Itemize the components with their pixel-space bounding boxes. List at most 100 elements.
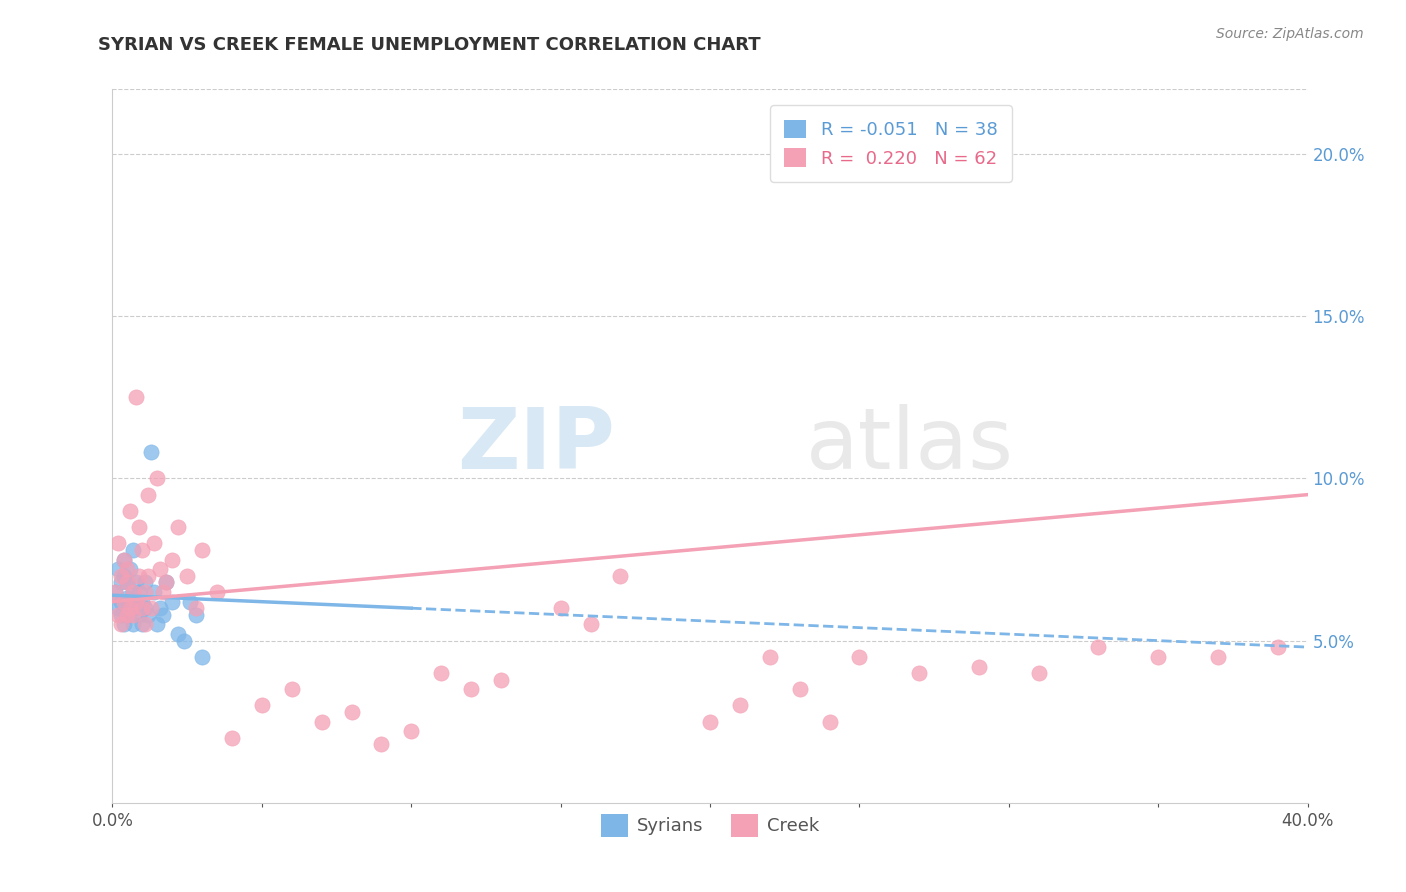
Point (759, 649, 782, 664)
Point (489, 673, 512, 687)
Point (460, 682, 482, 697)
Point (131, 601, 153, 615)
Point (848, 649, 870, 664)
Point (114, 552, 135, 566)
Point (370, 738, 392, 752)
Point (128, 520, 150, 534)
Point (120, 601, 142, 615)
Point (173, 633, 195, 648)
Point (125, 601, 148, 615)
Point (146, 471, 169, 485)
Point (128, 607, 150, 622)
Point (107, 607, 129, 622)
Point (967, 659, 990, 673)
Point (191, 542, 214, 557)
Point (699, 714, 721, 729)
Point (789, 682, 811, 697)
Point (1147, 649, 1170, 664)
Text: atlas: atlas (806, 404, 1014, 488)
Point (110, 607, 132, 622)
Point (117, 562, 139, 576)
Point (117, 575, 139, 590)
Point (138, 568, 160, 582)
Point (131, 617, 153, 632)
Point (579, 617, 602, 632)
Text: Source: ZipAtlas.com: Source: ZipAtlas.com (1216, 27, 1364, 41)
Point (125, 390, 148, 404)
Point (120, 601, 142, 615)
Point (122, 542, 145, 557)
Point (110, 595, 132, 609)
Point (1028, 666, 1050, 681)
Point (311, 714, 333, 729)
Point (138, 607, 160, 622)
Legend: Syrians, Creek: Syrians, Creek (593, 807, 827, 844)
Y-axis label: Female Unemployment: Female Unemployment (0, 350, 8, 542)
Point (141, 445, 163, 459)
Point (167, 520, 190, 534)
Point (104, 585, 127, 599)
Point (104, 585, 127, 599)
Point (1267, 640, 1289, 654)
Point (186, 607, 208, 622)
Point (107, 601, 129, 615)
Point (125, 575, 148, 590)
Point (128, 568, 150, 582)
Point (728, 698, 751, 713)
Point (162, 552, 183, 566)
Point (908, 666, 931, 681)
Point (1087, 640, 1109, 654)
Point (114, 568, 135, 582)
Text: ZIP: ZIP (457, 404, 614, 488)
Point (155, 575, 177, 590)
Point (340, 705, 363, 719)
Point (134, 601, 156, 615)
Point (162, 595, 183, 609)
Point (114, 552, 135, 566)
Point (125, 595, 148, 609)
Point (117, 607, 139, 622)
Point (117, 607, 139, 622)
Point (146, 617, 169, 632)
Point (179, 595, 201, 609)
Point (818, 714, 841, 729)
Point (550, 601, 572, 615)
Text: SYRIAN VS CREEK FEMALE UNEMPLOYMENT CORRELATION CHART: SYRIAN VS CREEK FEMALE UNEMPLOYMENT CORR… (98, 36, 761, 54)
Point (122, 607, 145, 622)
Point (110, 568, 132, 582)
Point (152, 585, 174, 599)
Point (110, 575, 132, 590)
Point (107, 562, 129, 576)
Point (114, 595, 135, 609)
Point (250, 698, 273, 713)
Point (191, 649, 214, 664)
Point (120, 504, 142, 518)
Point (176, 568, 198, 582)
Point (167, 627, 190, 641)
Point (609, 568, 631, 582)
Point (128, 585, 150, 599)
Point (114, 617, 135, 632)
Point (122, 585, 145, 599)
Point (152, 607, 174, 622)
Point (141, 601, 163, 615)
Point (143, 585, 166, 599)
Point (107, 536, 129, 550)
Point (122, 585, 145, 599)
Point (122, 617, 145, 632)
Point (1206, 649, 1229, 664)
Point (134, 575, 156, 590)
Point (149, 562, 172, 576)
Point (117, 591, 139, 606)
Point (401, 724, 423, 739)
Point (205, 585, 228, 599)
Point (430, 666, 453, 681)
Point (143, 536, 166, 550)
Point (149, 601, 172, 615)
Point (134, 617, 156, 632)
Point (131, 542, 153, 557)
Point (110, 617, 132, 632)
Point (186, 601, 208, 615)
Point (155, 575, 177, 590)
Point (117, 575, 139, 590)
